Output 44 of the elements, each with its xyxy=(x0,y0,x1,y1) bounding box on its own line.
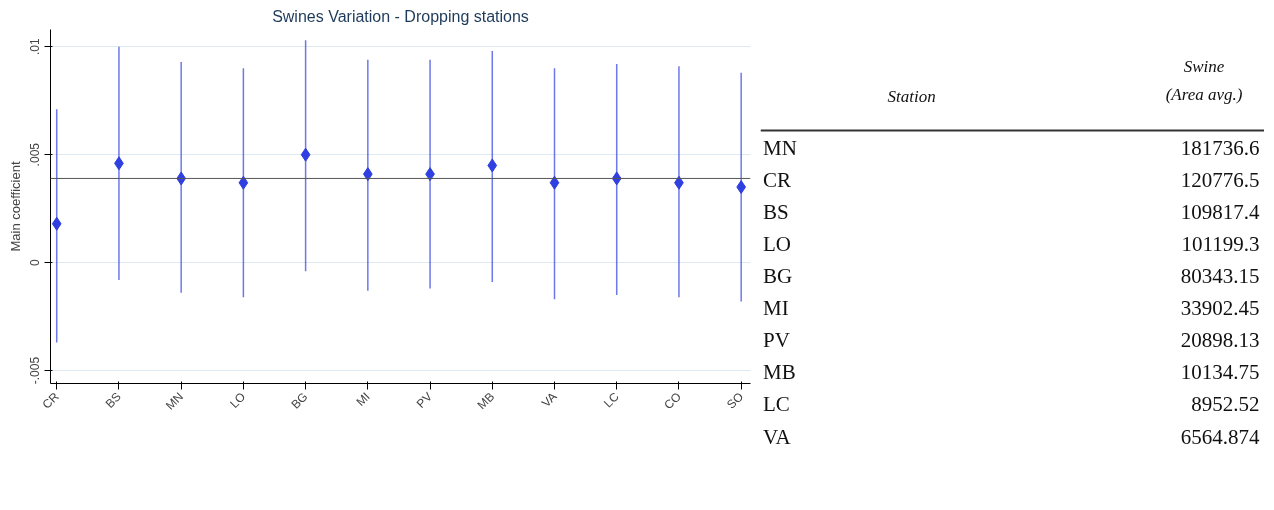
x-tick-label: CO xyxy=(661,389,684,413)
x-tick-label: CR xyxy=(39,389,62,412)
data-label: 120776.5 xyxy=(1180,168,1260,193)
data-label: 101199.3 xyxy=(1181,232,1260,257)
point xyxy=(238,175,249,190)
data-label: 10134.75 xyxy=(1180,360,1260,385)
data-label: 109817.4 xyxy=(1180,200,1260,225)
text: Station xyxy=(887,87,936,107)
category-label: MI xyxy=(763,296,789,321)
data-label: 20898.13 xyxy=(1180,328,1260,353)
category-label: BG xyxy=(763,264,793,289)
point xyxy=(487,158,498,173)
x-tick-label: SO xyxy=(723,389,747,412)
category-label: MB xyxy=(763,360,796,385)
category-label: MN xyxy=(763,136,797,161)
x-tick-label: BS xyxy=(102,389,124,411)
category-label: PV xyxy=(763,328,790,353)
point xyxy=(549,175,560,190)
category-label: LO xyxy=(763,232,792,257)
x-tick-label: MB xyxy=(474,389,498,413)
category-label: VA xyxy=(763,424,792,449)
category-label: BS xyxy=(763,200,789,225)
x-tick-label: BG xyxy=(288,389,311,412)
x-tick-label: MN xyxy=(163,389,187,413)
y-tick-label: 0 xyxy=(28,258,43,266)
category-label: CR xyxy=(763,168,792,193)
data-label: 80343.15 xyxy=(1180,264,1260,289)
data-label: 181736.6 xyxy=(1180,136,1260,161)
data-label: 33902.45 xyxy=(1180,296,1260,321)
point xyxy=(300,147,311,162)
chart-title: Swines Variation - Dropping stations xyxy=(272,7,529,25)
text: Swine (Area avg.) xyxy=(1165,56,1243,105)
x-tick-label: LC xyxy=(600,389,622,411)
data-label: 8952.52 xyxy=(1191,392,1260,417)
x-tick-label: MI xyxy=(353,389,373,409)
y-axis-title: Main coefficient xyxy=(7,161,23,252)
y-tick-label: .01 xyxy=(28,38,43,56)
x-tick-label: VA xyxy=(538,389,560,411)
point xyxy=(51,216,62,231)
x-tick-label: LO xyxy=(227,389,249,411)
x-tick-label: PV xyxy=(413,389,436,411)
y-tick-label: .005 xyxy=(28,142,43,167)
data-label: 6564.874 xyxy=(1180,424,1260,449)
y-tick-label: -.005 xyxy=(28,356,43,385)
